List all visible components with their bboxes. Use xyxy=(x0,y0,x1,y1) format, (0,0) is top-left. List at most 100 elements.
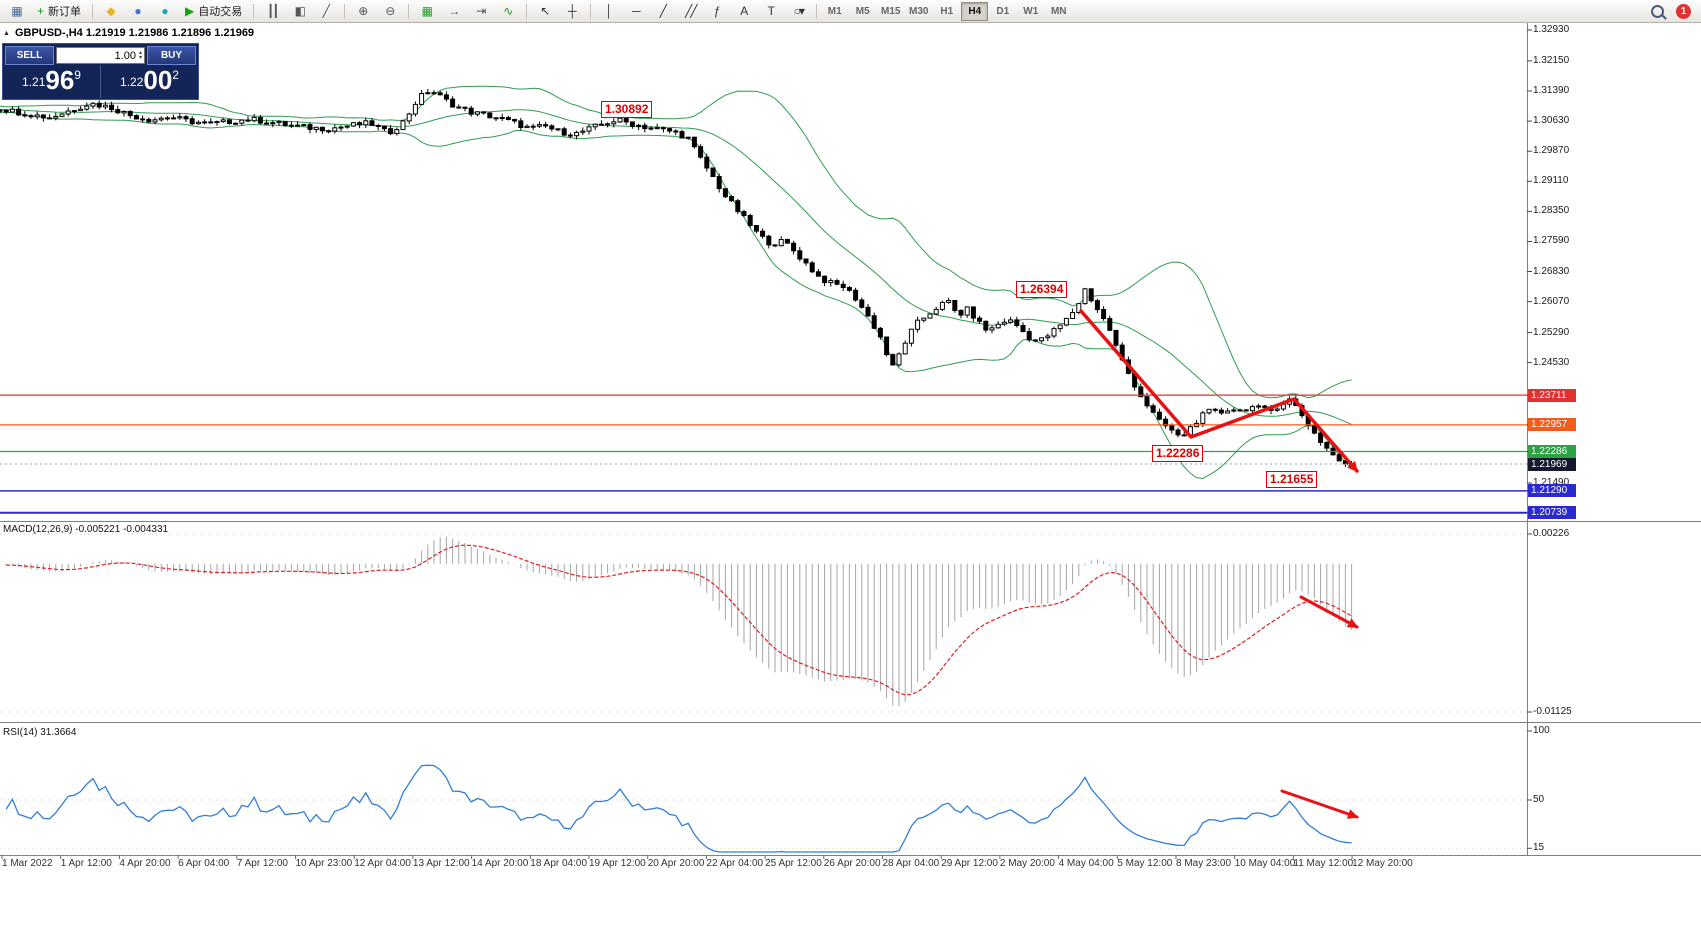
time-axis-label: 22 Apr 04:00 xyxy=(706,858,764,869)
trendline-button[interactable]: ╱ xyxy=(650,1,676,22)
bid-big-digits: 96 xyxy=(45,65,75,95)
toolbar-separator xyxy=(253,3,255,19)
volume-value: 1.00 xyxy=(114,49,136,62)
chart-window-icon: ▦ xyxy=(11,4,23,18)
tile-windows-icon: ▦ xyxy=(421,4,433,18)
ask-big-digits: 00 xyxy=(143,65,173,95)
toolbar-separator xyxy=(816,3,818,19)
zoom-in-icon: ⊕ xyxy=(358,4,369,18)
channel-button[interactable]: ╱╱ xyxy=(677,1,703,22)
time-axis-label: 7 Apr 12:00 xyxy=(236,858,288,869)
market-diamond-icon: ◆ xyxy=(106,4,116,18)
time-axis-label: 14 Apr 20:00 xyxy=(471,858,529,869)
timeframe-m1-button[interactable]: M1 xyxy=(827,5,842,17)
time-axis-label: 12 Apr 04:00 xyxy=(354,858,411,869)
price-axis-tick: 1.26070 xyxy=(1533,295,1570,307)
zoom-in-button[interactable]: ⊕ xyxy=(350,1,376,22)
price-axis-tick: 1.27590 xyxy=(1533,235,1570,247)
price-tag: 1.20739 xyxy=(1528,506,1576,520)
label-button[interactable]: T xyxy=(758,1,784,22)
toolbar-separator xyxy=(526,3,528,19)
candle-chart-button[interactable]: ▮▯ xyxy=(286,1,312,22)
rsi-axis-tick: 50 xyxy=(1533,794,1545,805)
crosshair-button[interactable]: ┼ xyxy=(559,1,585,22)
signals-button[interactable]: ● xyxy=(125,1,151,22)
notification-badge[interactable]: 1 xyxy=(1676,3,1691,19)
timeframe-h4-button[interactable]: H4 xyxy=(961,1,989,21)
text-button[interactable]: A xyxy=(731,1,757,22)
time-axis-label: 10 May 04:00 xyxy=(1234,858,1296,869)
macd-label: MACD(12,26,9) -0.005221 -0.004331 xyxy=(3,524,169,535)
time-axis-label: 11 May 12:00 xyxy=(1293,858,1354,869)
timeframe-buttons: M1 M5 M15 M30 H1 H4 D1 W1 MN xyxy=(821,1,1072,21)
fibonacci-button[interactable]: ƒ xyxy=(704,1,730,22)
price-tag: 1.22957 xyxy=(1528,418,1576,432)
indicators-button[interactable]: ∿ xyxy=(495,1,521,22)
autotrade-play-icon: ▶ xyxy=(185,4,195,18)
toolbar-separator xyxy=(590,3,592,19)
search-button[interactable] xyxy=(1644,1,1670,22)
time-axis-label: 18 Apr 04:00 xyxy=(530,858,588,869)
chart-window-button[interactable]: ▦ xyxy=(4,1,30,22)
time-axis-label: 1 Mar 2022 xyxy=(2,858,53,869)
bid-pip-digit: 9 xyxy=(74,68,81,82)
community-button[interactable]: ● xyxy=(152,1,178,22)
rsi-axis-tick: 100 xyxy=(1533,725,1550,736)
horizontal-line-button[interactable]: ─ xyxy=(623,1,649,22)
timeframe-h1-button[interactable]: H1 xyxy=(940,5,954,17)
cursor-button[interactable]: ↖ xyxy=(532,1,558,22)
candle-chart-icon: ▮▯ xyxy=(294,4,306,18)
shapes-button[interactable]: ○▾ xyxy=(785,1,811,22)
time-axis-label: 2 May 20:00 xyxy=(999,858,1055,869)
price-annotation[interactable]: 1.21655 xyxy=(1266,471,1318,488)
price-annotation[interactable]: 1.26394 xyxy=(1016,281,1068,298)
volume-up-icon[interactable]: ▴ xyxy=(138,49,142,56)
price-annotation[interactable]: 1.22286 xyxy=(1152,445,1204,462)
trade-panel-collapse-icon[interactable]: ▲ xyxy=(3,29,10,37)
timeframe-w1-button[interactable]: W1 xyxy=(1023,5,1039,17)
fibonacci-icon: ƒ xyxy=(713,4,721,18)
sell-button[interactable]: SELL xyxy=(5,46,54,65)
horizontal-line-icon: ─ xyxy=(631,4,641,18)
ask-price: 1.22 00 2 xyxy=(100,65,198,98)
one-click-trading-panel: SELL 1.00 ▴ ▾ BUY 1.21 96 9 1.22 00 2 xyxy=(2,43,199,100)
trendline-icon: ╱ xyxy=(659,4,667,18)
timeframe-m15-button[interactable]: M15 xyxy=(881,5,901,17)
zoom-out-button[interactable]: ⊖ xyxy=(377,1,403,22)
ask-prefix: 1.22 xyxy=(120,75,144,89)
auto-scroll-button[interactable]: → xyxy=(441,1,467,22)
volume-down-icon[interactable]: ▾ xyxy=(138,54,142,61)
new-order-button-label: 新订单 xyxy=(48,6,82,18)
line-chart-button[interactable]: ╱ xyxy=(313,1,339,22)
time-axis-label: 4 Apr 20:00 xyxy=(119,858,171,869)
timeframe-d1-button[interactable]: D1 xyxy=(996,5,1010,17)
timeframe-m30-button[interactable]: M30 xyxy=(909,5,929,17)
price-annotation[interactable]: 1.30892 xyxy=(601,101,653,118)
new-order-icon: + xyxy=(37,4,45,18)
shapes-icon: ○▾ xyxy=(793,4,805,18)
price-axis-tick: 1.24530 xyxy=(1533,356,1570,368)
timeframe-mn-button[interactable]: MN xyxy=(1050,5,1067,17)
tile-windows-button[interactable]: ▦ xyxy=(414,1,440,22)
chart-header: ▲ GBPUSD-,H4 1.21919 1.21986 1.21896 1.2… xyxy=(3,27,254,39)
community-icon: ● xyxy=(161,4,169,18)
time-axis-label: 12 May 20:00 xyxy=(1352,858,1413,869)
chart-shift-button[interactable]: ⇥ xyxy=(468,1,494,22)
price-tag: 1.21290 xyxy=(1528,484,1576,498)
bar-chart-button[interactable]: ┃┃ xyxy=(259,1,285,22)
timeframe-m5-button[interactable]: M5 xyxy=(855,5,870,17)
cursor-arrow-icon: ↖ xyxy=(540,4,551,18)
new-order-button[interactable]: + 新订单 xyxy=(31,1,87,22)
time-axis-label: 4 May 04:00 xyxy=(1058,858,1114,869)
market-button[interactable]: ◆ xyxy=(98,1,124,22)
vertical-line-button[interactable]: │ xyxy=(596,1,622,22)
volume-input[interactable]: 1.00 ▴ ▾ xyxy=(56,47,145,64)
time-axis-label: 20 Apr 20:00 xyxy=(647,858,705,869)
autotrade-button[interactable]: ▶ 自动交易 xyxy=(179,1,248,22)
volume-spinner[interactable]: ▴ ▾ xyxy=(138,49,142,61)
buy-button[interactable]: BUY xyxy=(147,46,196,65)
price-axis-tick: 1.32150 xyxy=(1533,54,1570,66)
bar-chart-icon: ┃┃ xyxy=(267,4,280,18)
